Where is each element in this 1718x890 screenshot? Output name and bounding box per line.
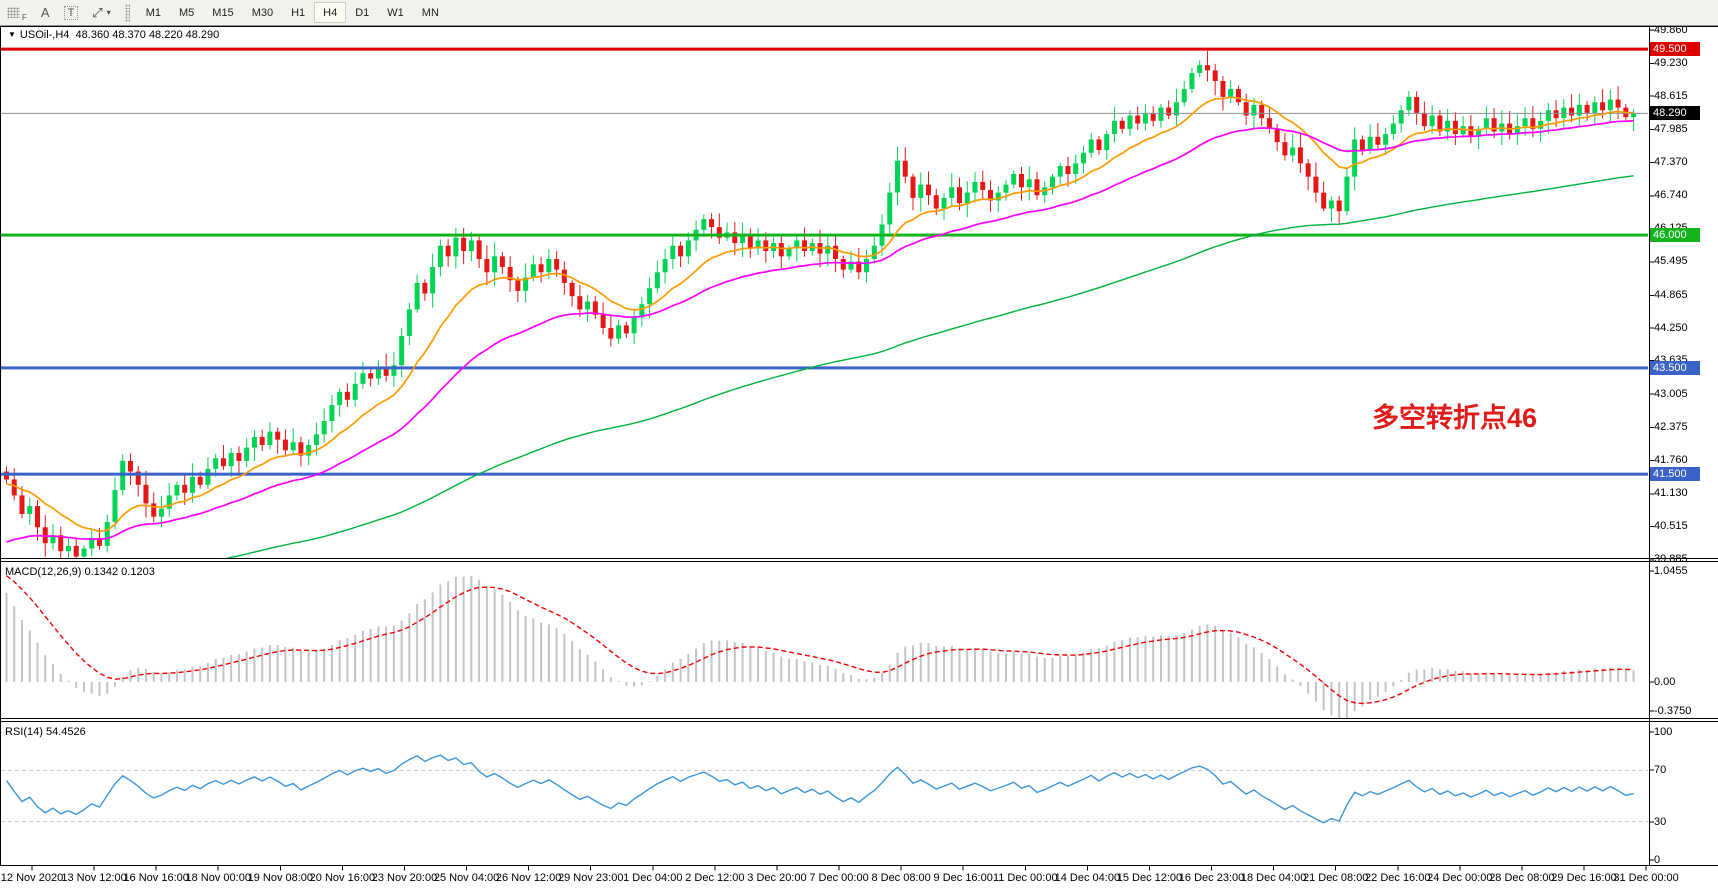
time-axis-label: 31 Dec 00:00 (1613, 872, 1679, 884)
time-axis-label: 25 Nov 04:00 (433, 872, 500, 884)
rsi-axis-label: 70 (1654, 763, 1667, 776)
time-axis-label: 26 Nov 12:00 (495, 872, 562, 884)
timeframe-button-m5[interactable]: M5 (170, 2, 203, 23)
time-axis-label: 8 Dec 08:00 (871, 872, 931, 884)
time-axis-label: 19 Nov 08:00 (247, 872, 314, 884)
price-axis-label: 43.005 (1654, 387, 1688, 400)
time-axis-label: 29 Dec 16:00 (1551, 872, 1617, 884)
price-axis-label: 41.130 (1654, 487, 1688, 500)
price-axis-label: 41.760 (1654, 453, 1688, 466)
price-axis[interactable] (1650, 27, 1718, 865)
rsi-axis-label: 0 (1654, 853, 1661, 866)
collapse-triangle-icon[interactable]: ▼ (8, 30, 16, 39)
price-axis-label: 47.985 (1654, 123, 1688, 136)
time-axis-label: 18 Nov 00:00 (185, 872, 251, 884)
fibonacci-grid-icon (7, 7, 20, 18)
dropdown-caret-icon[interactable]: ▾ (106, 8, 111, 17)
macd-panel-area[interactable] (1, 562, 1649, 718)
arrows-icon: ⤢ (92, 4, 103, 20)
time-axis-label: 11 Dec 00:00 (992, 872, 1058, 884)
time-axis-label: 20 Nov 16:00 (309, 872, 376, 884)
time-axis-label: 21 Dec 08:00 (1302, 872, 1369, 884)
time-axis-label: 15 Dec 12:00 (1116, 872, 1183, 884)
text-tool-icon: A (40, 5, 50, 20)
macd-axis-label: -0.3750 (1654, 704, 1692, 717)
text-tool-button[interactable]: A (34, 2, 57, 24)
time-axis-label: 1 Dec 04:00 (623, 872, 683, 884)
price-axis-label: 48.615 (1654, 89, 1688, 102)
rsi-axis-label: 30 (1654, 815, 1667, 828)
fibonacci-tool-button[interactable]: F (0, 2, 34, 24)
timeframe-button-m1[interactable]: M1 (137, 2, 170, 23)
toolbar-grip[interactable] (124, 3, 130, 22)
price-tag-41.500: 41.500 (1650, 467, 1700, 482)
time-axis-label: 3 Dec 20:00 (747, 872, 807, 884)
price-axis-label: 42.375 (1654, 421, 1688, 434)
macd-axis-label: 1.0455 (1654, 564, 1688, 577)
price-axis-label: 47.370 (1654, 155, 1688, 168)
price-axis-label: 49.860 (1654, 23, 1688, 36)
rsi-label: RSI(14) 54.4526 (5, 726, 86, 738)
price-axis-label: 49.230 (1654, 56, 1688, 69)
price-axis-label: 44.865 (1654, 288, 1688, 301)
timeframe-button-m15[interactable]: M15 (203, 2, 242, 23)
rsi-panel-area[interactable] (1, 722, 1649, 865)
main-chart-plot-area[interactable] (1, 27, 1649, 558)
chart-title-text: USOil-,H4 48.360 48.370 48.220 48.290 (19, 29, 220, 41)
price-axis-label: 44.250 (1654, 321, 1688, 334)
price-axis-label: 39.885 (1654, 553, 1688, 566)
timeframe-buttons: M1 M5 M15 M30 H1 H4 D1 W1 MN (137, 2, 448, 23)
time-axis-label: 28 Dec 08:00 (1489, 872, 1555, 884)
time-axis-label: 7 Dec 00:00 (809, 872, 869, 884)
time-axis-label: 16 Nov 16:00 (123, 872, 189, 884)
timeframe-button-mn[interactable]: MN (413, 2, 448, 23)
price-tag-48.290: 48.290 (1650, 106, 1700, 121)
timeframe-button-h1[interactable]: H1 (282, 2, 314, 23)
time-axis-label: 12 Nov 2020 (0, 872, 64, 884)
time-axis-label: 23 Nov 20:00 (371, 872, 438, 884)
text-label-tool-button[interactable]: T (57, 2, 86, 24)
price-axis-label: 40.515 (1654, 519, 1688, 532)
text-label-icon: T (63, 5, 79, 20)
price-tag-46.000: 46.000 (1650, 228, 1700, 243)
fibonacci-f-label: F (22, 12, 27, 22)
timeframe-button-w1[interactable]: W1 (378, 2, 413, 23)
timeframe-button-d1[interactable]: D1 (346, 2, 378, 23)
time-axis-label: 9 Dec 16:00 (933, 872, 993, 884)
chart-annotation: 多空转折点46 (1372, 403, 1538, 433)
time-axis-label: 24 Dec 00:00 (1427, 872, 1493, 884)
price-tag-43.500: 43.500 (1650, 360, 1700, 375)
price-axis-label: 46.740 (1654, 189, 1688, 202)
chart-title: ▼ USOil-,H4 48.360 48.370 48.220 48.290 (8, 29, 219, 41)
time-axis-label: 16 Dec 23:00 (1178, 872, 1245, 884)
macd-axis-label: 0.00 (1654, 675, 1676, 688)
time-axis-label: 2 Dec 12:00 (685, 872, 745, 884)
timeframe-button-h4[interactable]: H4 (314, 2, 347, 23)
time-axis-label: 13 Nov 12:00 (61, 872, 127, 884)
timeframe-button-m30[interactable]: M30 (243, 2, 282, 23)
arrows-tool-button[interactable]: ⤢ ▾ (85, 2, 117, 24)
time-axis-label: 29 Nov 23:00 (558, 872, 624, 884)
macd-label: MACD(12,26,9) 0.1342 0.1203 (5, 566, 155, 578)
time-axis-label: 18 Dec 04:00 (1240, 872, 1307, 884)
time-axis-label: 14 Dec 04:00 (1054, 872, 1121, 884)
rsi-axis-label: 100 (1654, 725, 1673, 738)
time-axis-label: 22 Dec 16:00 (1365, 872, 1431, 884)
toolbar: F A T ⤢ ▾ M1 M5 M15 M30 H1 H4 D1 W1 MN (0, 0, 1718, 26)
price-axis-label: 45.495 (1654, 255, 1688, 268)
price-tag-49.500: 49.500 (1650, 42, 1700, 57)
